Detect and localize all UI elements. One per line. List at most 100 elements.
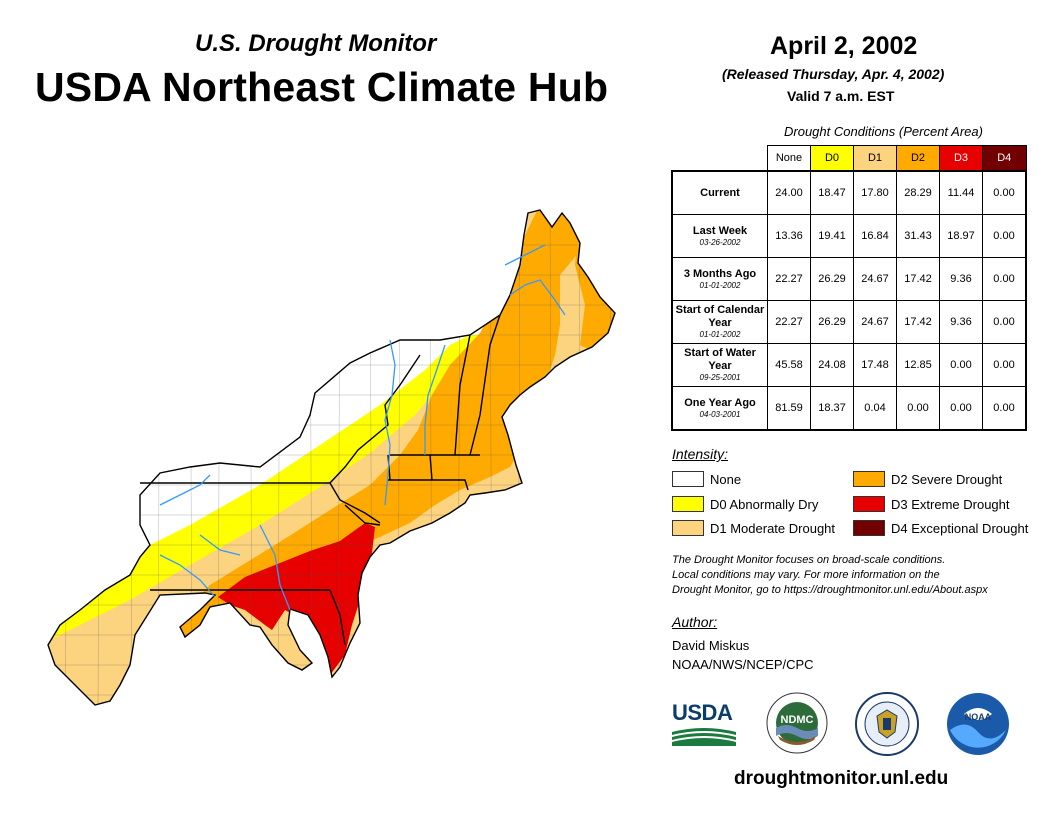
cell-d0: 26.29	[810, 300, 854, 344]
legend-swatch	[853, 496, 885, 512]
row-date: 04-03-2001	[699, 409, 741, 419]
row-title: Current	[700, 186, 740, 199]
legend-item-d2: D2 Severe Drought	[853, 470, 1002, 488]
area-d2	[100, 210, 585, 705]
usda-logo-hills	[672, 728, 736, 746]
legend-label: D0 Abnormally Dry	[710, 496, 819, 512]
column-header-d2: D2	[896, 145, 940, 172]
legend-item-none: None	[672, 470, 741, 488]
map-title: USDA Northeast Climate Hub	[35, 64, 609, 110]
cell-d0: 19.41	[810, 214, 854, 258]
legend-swatch	[672, 496, 704, 512]
table-row: One Year Ago 04-03-2001 81.59 18.37 0.04 …	[671, 386, 1027, 431]
table-row: 3 Months Ago 01-01-2002 22.27 26.29 24.67…	[671, 257, 1027, 301]
legend-label: D1 Moderate Drought	[710, 520, 836, 536]
cell-d3: 0.00	[939, 343, 983, 387]
website-link[interactable]: droughtmonitor.unl.edu	[734, 768, 949, 789]
cell-d3: 9.36	[939, 257, 983, 301]
cell-d4: 0.00	[982, 300, 1027, 344]
header-blank	[672, 146, 768, 172]
row-label: Start of Water Year 09-25-2001	[671, 343, 768, 387]
column-header-d4: D4	[982, 145, 1027, 172]
row-title: Start of Water Year	[684, 347, 756, 372]
table-caption: Drought Conditions (Percent Area)	[784, 124, 983, 139]
row-label: Current	[671, 170, 768, 215]
usda-logo-text: USDA	[672, 700, 733, 725]
legend-label: D3 Extreme Drought	[891, 496, 1010, 512]
doc-seal-logo	[855, 692, 919, 756]
table-header-row: None D0 D1 D2 D3 D4	[672, 145, 1027, 172]
cell-d1: 17.80	[853, 170, 897, 215]
usda-logo: USDA	[672, 700, 736, 748]
row-label: Start of Calendar Year 01-01-2002	[671, 300, 768, 344]
area-d2-maine	[575, 210, 615, 355]
cell-none: 45.58	[767, 343, 811, 387]
state-borders	[47, 209, 616, 706]
note-line: Drought Monitor, go to https://droughtmo…	[672, 584, 988, 596]
column-header-d0: D0	[810, 145, 854, 172]
column-header-none: None	[767, 145, 811, 172]
valid-time: Valid 7 a.m. EST	[787, 88, 895, 104]
cell-d3: 9.36	[939, 300, 983, 344]
table-row: Start of Calendar Year 01-01-2002 22.27 2…	[671, 300, 1027, 344]
map-subtitle: U.S. Drought Monitor	[195, 30, 437, 57]
cell-d3: 0.00	[939, 386, 983, 431]
cell-d1: 17.48	[853, 343, 897, 387]
row-date: 01-01-2002	[699, 280, 741, 290]
row-title: 3 Months Ago	[683, 267, 757, 280]
cell-d3: 11.44	[939, 170, 983, 215]
legend-label: None	[710, 471, 742, 487]
ndmc-logo-text: NDMC	[780, 714, 814, 726]
cell-d4: 0.00	[982, 257, 1027, 301]
legend-swatch	[672, 520, 704, 536]
legend-label: D4 Exceptional Drought	[891, 520, 1029, 536]
column-header-d3: D3	[939, 145, 983, 172]
note-line: Local conditions may vary. For more info…	[672, 569, 940, 581]
drought-map	[47, 209, 616, 706]
cell-d2: 28.29	[896, 170, 940, 215]
disclaimer-note: The Drought Monitor focuses on broad-sca…	[672, 553, 1052, 598]
cell-d0: 24.08	[810, 343, 854, 387]
table-row: Current 24.00 18.47 17.80 28.29 11.44 0.…	[671, 170, 1027, 215]
legend-item-d4: D4 Exceptional Drought	[853, 519, 1028, 537]
noaa-logo-text: NOAA	[964, 712, 992, 722]
cell-d4: 0.00	[982, 386, 1027, 431]
cell-d1: 0.04	[853, 386, 897, 431]
row-label: 3 Months Ago 01-01-2002	[671, 257, 768, 301]
author-heading: Author:	[672, 614, 718, 630]
row-title: One Year Ago	[684, 396, 756, 409]
cell-d2: 17.42	[896, 257, 940, 301]
row-date: 01-01-2002	[699, 330, 741, 339]
noaa-logo: NOAA	[946, 692, 1010, 756]
cell-d1: 24.67	[853, 300, 897, 344]
cell-d1: 24.67	[853, 257, 897, 301]
area-d3	[218, 523, 375, 675]
legend-label: D2 Severe Drought	[891, 471, 1003, 487]
cell-d2: 31.43	[896, 214, 940, 258]
author-name: David Miskus	[672, 638, 750, 653]
rivers	[159, 244, 566, 611]
cell-d0: 18.47	[810, 170, 854, 215]
row-title: Start of Calendar Year	[675, 304, 765, 329]
row-date: 03-26-2002	[699, 237, 741, 247]
row-date: 09-25-2001	[699, 373, 741, 382]
map-date: April 2, 2002	[770, 32, 918, 60]
row-title: Last Week	[692, 224, 748, 237]
cell-d3: 18.97	[939, 214, 983, 258]
legend-item-d0: D0 Abnormally Dry	[672, 495, 818, 513]
legend-title: Intensity:	[672, 446, 729, 462]
cell-d0: 26.29	[810, 257, 854, 301]
cell-none: 22.27	[767, 257, 811, 301]
legend-swatch	[853, 520, 885, 536]
cell-none: 81.59	[767, 386, 811, 431]
ndmc-logo-graphic	[766, 692, 828, 754]
cell-none: 24.00	[767, 170, 811, 215]
cell-d2: 12.85	[896, 343, 940, 387]
ndmc-logo: NDMC	[766, 692, 828, 754]
cell-d4: 0.00	[982, 170, 1027, 215]
column-header-d1: D1	[853, 145, 897, 172]
row-label: Last Week 03-26-2002	[671, 214, 768, 258]
cell-d2: 0.00	[896, 386, 940, 431]
cell-none: 22.27	[767, 300, 811, 344]
cell-d1: 16.84	[853, 214, 897, 258]
